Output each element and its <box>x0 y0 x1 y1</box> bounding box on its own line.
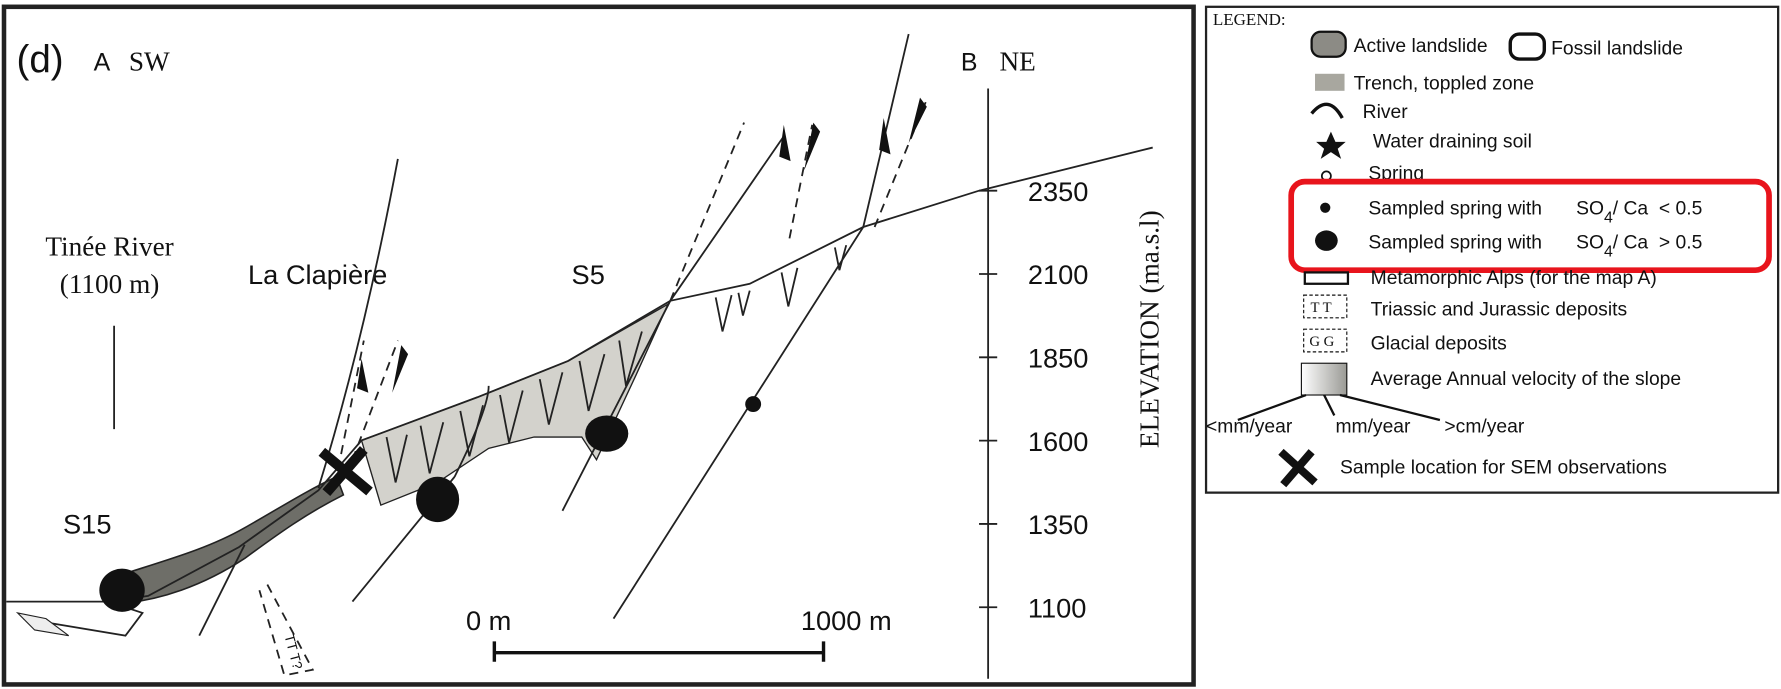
tick-label: 2100 <box>1028 259 1089 290</box>
legend-label: Average Annual velocity of the slope <box>1371 369 1682 390</box>
axis-title: ELEVATION (ma.s.l) <box>1134 210 1164 448</box>
spring-large <box>416 477 459 522</box>
legend-label: Glacial deposits <box>1371 334 1507 355</box>
legend-label: <mm/year <box>1206 416 1293 437</box>
ratio-suffix: / Ca < 0.5 <box>1613 199 1703 220</box>
tick-label: 2350 <box>1028 176 1089 207</box>
ratio-prefix: SO <box>1576 199 1604 220</box>
legend-symbol-label: T T <box>1310 300 1331 316</box>
tick-label: 1100 <box>1028 592 1087 623</box>
highlight-box <box>1291 182 1769 271</box>
legend-label: Metamorphic Alps (for the map A) <box>1371 268 1657 289</box>
legend-symbol <box>1510 34 1544 59</box>
direction-label: NE <box>999 46 1035 76</box>
legend-label: Triassic and Jurassic deposits <box>1371 300 1627 321</box>
legend-symbol <box>1315 230 1338 250</box>
tick-label: 1850 <box>1028 343 1089 374</box>
legend-label: Sampled spring with <box>1368 199 1542 220</box>
legend-symbol-label: G G <box>1309 334 1334 350</box>
scale-label: 1000 m <box>801 605 892 636</box>
legend-label: Sampled spring with <box>1368 233 1542 254</box>
panel-label: (d) <box>16 39 63 82</box>
spring-label: S15 <box>63 508 111 539</box>
legend-symbol <box>1301 363 1346 395</box>
river-elevation: (1100 m) <box>60 269 160 299</box>
ratio-suffix: / Ca > 0.5 <box>1613 233 1703 254</box>
ratio-subscript: 4 <box>1604 209 1613 226</box>
legend-symbol <box>1315 74 1345 91</box>
legend-label: >cm/year <box>1444 416 1524 437</box>
tick-label: 1350 <box>1028 509 1089 540</box>
spring-large <box>99 569 144 612</box>
point-label: B <box>961 48 978 76</box>
spring-small <box>745 396 761 412</box>
spring-label: S5 <box>572 259 605 290</box>
legend-label: Fossil landslide <box>1551 38 1683 59</box>
legend-label: mm/year <box>1335 416 1411 437</box>
point-label: A <box>94 48 111 76</box>
river-label: Tinée River <box>45 231 173 261</box>
figure: (d) A SW B NE Tinée River (1100 m) La Cl… <box>0 0 1781 689</box>
ratio-subscript: 4 <box>1604 244 1613 261</box>
legend-symbol <box>1312 32 1346 57</box>
legend-symbol <box>1320 203 1330 213</box>
legend-label: Trench, toppled zone <box>1354 74 1534 95</box>
spring-large <box>585 415 628 451</box>
legend-label: River <box>1363 102 1409 123</box>
legend-label: Water draining soil <box>1373 132 1532 153</box>
scale-label: 0 m <box>466 605 511 636</box>
tick-label: 1600 <box>1028 426 1089 457</box>
legend-label: Sample location for SEM observations <box>1340 457 1667 478</box>
direction-label: SW <box>129 46 170 76</box>
landslide-label: La Clapière <box>248 259 387 290</box>
legend-label: Active landslide <box>1354 36 1488 57</box>
legend-title: LEGEND: <box>1213 10 1286 29</box>
ratio-prefix: SO <box>1576 233 1604 254</box>
